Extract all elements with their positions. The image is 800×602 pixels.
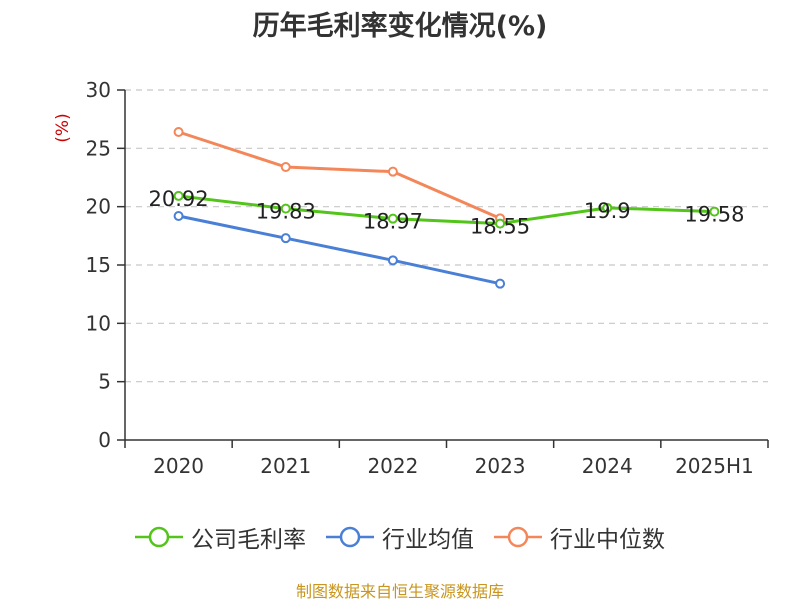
data-label: 19.58 bbox=[684, 203, 744, 227]
series-point[interactable] bbox=[495, 218, 506, 229]
legend-label-industry-mean: 行业均值 bbox=[382, 527, 474, 553]
series bbox=[173, 127, 720, 289]
y-tick-label: 15 bbox=[86, 253, 111, 277]
source-note: 制图数据来自恒生聚源数据库 bbox=[295, 582, 504, 601]
x-tick-label: 2020 bbox=[153, 454, 204, 478]
data-label: 19.83 bbox=[256, 200, 316, 224]
y-tick-label: 10 bbox=[86, 311, 111, 335]
data-label: 19.9 bbox=[584, 199, 631, 223]
y-tick-label: 20 bbox=[86, 195, 111, 219]
y-axis-title: (%) bbox=[53, 113, 73, 142]
series-point[interactable] bbox=[495, 278, 506, 289]
series-point[interactable] bbox=[602, 202, 613, 213]
y-tick-label: 0 bbox=[98, 428, 111, 452]
legend: 公司毛利率 行业均值 行业中位数 bbox=[0, 520, 800, 554]
data-label: 18.55 bbox=[470, 215, 530, 239]
y-tick-label: 30 bbox=[86, 78, 111, 102]
legend-item-company[interactable]: 公司毛利率 bbox=[135, 520, 306, 554]
legend-label-company: 公司毛利率 bbox=[191, 527, 306, 553]
legend-item-industry-mean[interactable]: 行业均值 bbox=[326, 520, 474, 554]
y-tick-label: 5 bbox=[98, 370, 111, 394]
data-label: 18.97 bbox=[363, 210, 423, 234]
grid-lines bbox=[125, 89, 768, 383]
series-point[interactable] bbox=[387, 213, 398, 224]
y-tick-label: 25 bbox=[86, 136, 111, 160]
x-tick-label: 2022 bbox=[367, 454, 418, 478]
x-tick-label: 2025H1 bbox=[675, 454, 754, 478]
series-point[interactable] bbox=[173, 211, 184, 221]
axes: 0 5 10 15 20 25 30 2020 2021 2022 2023 2024 2025H1 bbox=[86, 78, 769, 478]
data-labels: 20.92 19.83 18.97 18.55 19.9 19.58 bbox=[149, 187, 745, 239]
data-label: 20.92 bbox=[149, 187, 209, 211]
legend-label-industry-median: 行业中位数 bbox=[550, 527, 665, 553]
series-point[interactable] bbox=[387, 166, 398, 177]
series-point[interactable] bbox=[709, 206, 720, 217]
x-tick-label: 2023 bbox=[475, 454, 526, 478]
series-line bbox=[178, 194, 715, 226]
series-point[interactable] bbox=[387, 255, 398, 266]
x-tick-label: 2021 bbox=[260, 454, 311, 478]
x-tick-label: 2024 bbox=[582, 454, 633, 478]
legend-swatch-company bbox=[135, 526, 183, 548]
series-point[interactable] bbox=[280, 203, 291, 214]
legend-swatch-industry-mean bbox=[326, 526, 374, 548]
series-point[interactable] bbox=[173, 127, 184, 137]
series-line bbox=[178, 130, 501, 220]
legend-swatch-industry-median bbox=[494, 526, 542, 548]
series-point[interactable] bbox=[280, 162, 291, 172]
series-point[interactable] bbox=[280, 233, 291, 244]
chart-title: 历年毛利率变化情况(%) bbox=[252, 11, 548, 42]
series-line bbox=[178, 214, 501, 286]
series-point[interactable] bbox=[173, 190, 184, 201]
legend-item-industry-median[interactable]: 行业中位数 bbox=[494, 520, 665, 554]
